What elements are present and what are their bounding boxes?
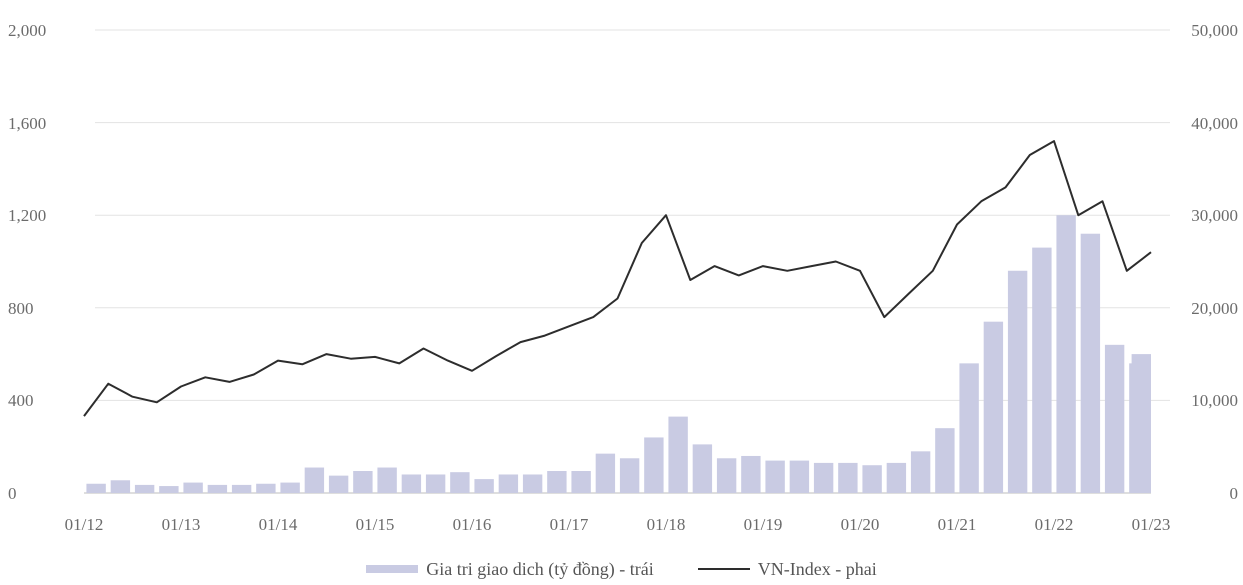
- left-tick: 800: [8, 299, 34, 318]
- trading-value-bar: [644, 437, 664, 493]
- trading-value-bar: [328, 475, 349, 493]
- trading-value-bar: [86, 483, 106, 493]
- legend-line-swatch: [697, 568, 750, 570]
- left-tick: 2,000: [8, 21, 46, 40]
- trading-value-bar: [789, 460, 810, 493]
- gridlines: [84, 29, 1170, 494]
- trading-value-bar: [959, 363, 979, 493]
- x-tick: 01/19: [744, 515, 783, 534]
- trading-value-bar: [110, 480, 131, 493]
- x-axis: 01/12 01/13 01/14 01/15 01/16 01/17 01/1…: [65, 515, 1171, 534]
- trading-value-bar: [1131, 354, 1151, 493]
- trading-value-bar: [304, 467, 325, 493]
- trading-value-bar: [862, 465, 882, 493]
- trading-value-bar: [813, 462, 834, 493]
- trading-value-bar: [765, 460, 785, 493]
- legend-bar-swatch: [366, 565, 419, 573]
- right-tick: 20,000: [1191, 299, 1238, 318]
- trading-value-bar: [207, 484, 228, 493]
- vn-index-line: [83, 140, 1152, 417]
- x-tick: 01/22: [1035, 515, 1074, 534]
- right-tick: 40,000: [1191, 114, 1238, 133]
- trading-value-bar: [522, 474, 543, 493]
- legend: Gia tri giao dich (tỷ đồng) - trái VN-In…: [0, 556, 1243, 582]
- trading-value-bar: [450, 472, 470, 493]
- trading-value-bar: [353, 471, 373, 493]
- trading-value-bar: [134, 484, 155, 493]
- trading-value-bar: [983, 321, 1004, 493]
- right-tick: 10,000: [1191, 391, 1238, 410]
- trading-value-bar: [377, 467, 397, 493]
- left-axis: 2,000 1,600 1,200 800 400 0: [8, 21, 46, 503]
- right-tick: 50,000: [1191, 21, 1238, 40]
- trading-value-bar: [692, 444, 713, 493]
- legend-label-vn-index: VN-Index - phai: [757, 558, 877, 579]
- x-tick: 01/21: [938, 515, 977, 534]
- trading-value-bar: [256, 483, 276, 493]
- x-tick: 01/18: [647, 515, 686, 534]
- x-tick: 01/12: [65, 515, 104, 534]
- x-tick: 01/23: [1132, 515, 1171, 534]
- trading-value-bar: [935, 428, 955, 493]
- left-tick: 0: [8, 484, 17, 503]
- trading-value-bar: [498, 474, 519, 493]
- trading-value-bar: [668, 416, 688, 493]
- trading-value-bar: [547, 471, 567, 493]
- x-tick: 01/14: [259, 515, 298, 534]
- trading-value-bar: [1032, 247, 1052, 493]
- trading-value-bar: [1007, 270, 1028, 493]
- trading-value-bar: [741, 455, 761, 493]
- trading-value-bar: [910, 451, 931, 493]
- trading-value-bar: [595, 453, 616, 493]
- x-tick: 01/17: [550, 515, 589, 534]
- left-tick: 400: [8, 391, 34, 410]
- trading-value-bar: [280, 482, 300, 493]
- trading-value-bar: [1056, 215, 1076, 493]
- legend-item-vn-index: VN-Index - phai: [697, 558, 877, 580]
- trading-value-bars: [86, 215, 1151, 493]
- trading-value-bar: [1080, 233, 1101, 493]
- x-tick: 01/20: [841, 515, 880, 534]
- trading-value-bar: [619, 458, 640, 493]
- left-tick: 1,600: [8, 114, 46, 133]
- trading-value-bar: [838, 462, 858, 493]
- trading-value-bar: [571, 471, 591, 493]
- x-tick: 01/13: [162, 515, 201, 534]
- trading-value-bar: [183, 482, 203, 493]
- right-axis: 50,000 40,000 30,000 20,000 10,000 0: [1191, 21, 1238, 503]
- x-tick: 01/15: [356, 515, 395, 534]
- trading-value-bar: [716, 458, 737, 493]
- trading-value-bar: [474, 479, 494, 493]
- trading-value-bar: [425, 474, 446, 493]
- legend-item-trading-value: Gia tri giao dich (tỷ đồng) - trái: [366, 558, 654, 580]
- trading-value-bar: [1104, 344, 1125, 493]
- right-tick: 30,000: [1191, 206, 1238, 225]
- trading-value-bar: [159, 486, 179, 493]
- trading-value-bar: [401, 474, 422, 493]
- legend-label-trading-value: Gia tri giao dich (tỷ đồng) - trái: [426, 558, 654, 579]
- x-tick: 01/16: [453, 515, 492, 534]
- trading-value-bar: [231, 484, 252, 493]
- right-tick: 0: [1230, 484, 1239, 503]
- left-tick: 1,200: [8, 206, 46, 225]
- trading-value-bar: [886, 462, 907, 493]
